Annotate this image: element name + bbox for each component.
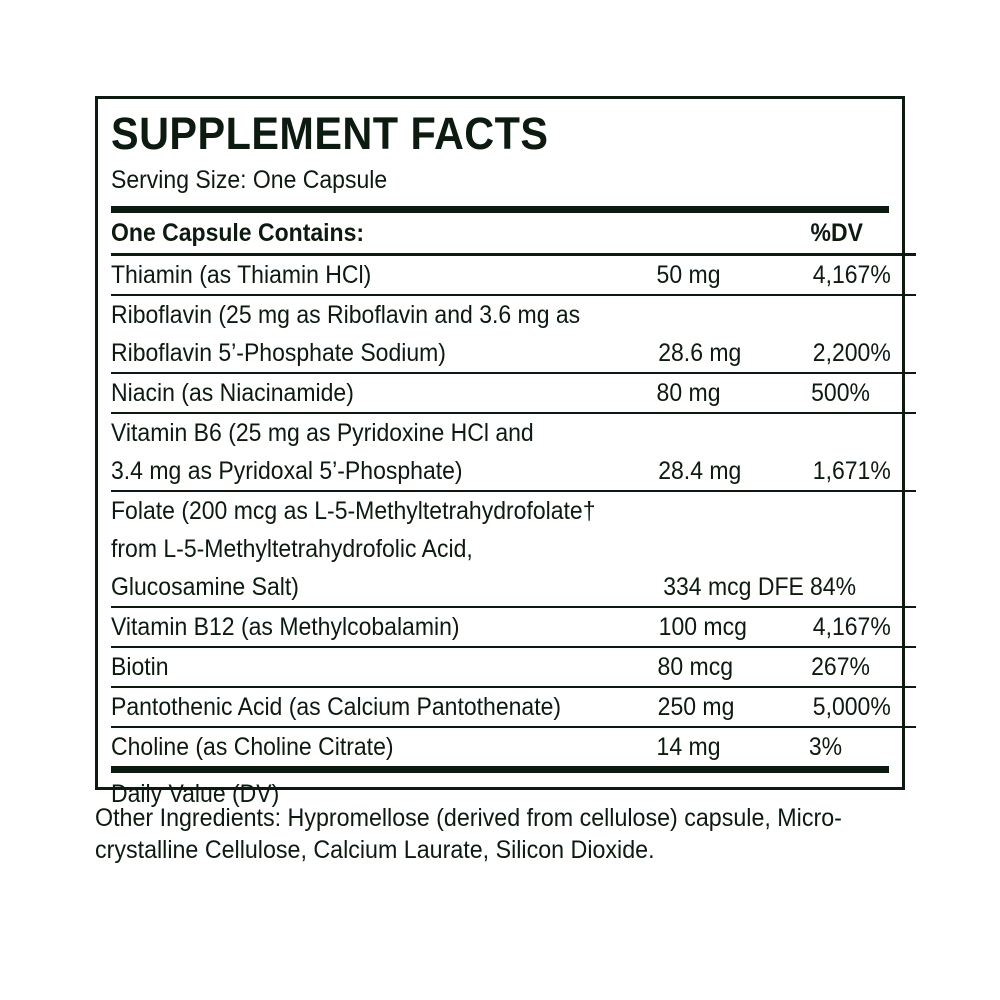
row-separator bbox=[111, 726, 916, 728]
nutrient-dv: 3% bbox=[808, 733, 843, 761]
column-header-amount bbox=[651, 213, 806, 253]
nutrient-name: Vitamin B12 (as Methylcobalamin) bbox=[111, 613, 460, 641]
nutrient-name: Niacin (as Niacinamide) bbox=[111, 379, 354, 407]
row-separator bbox=[111, 294, 916, 296]
nutrient-dv: 1,671% bbox=[812, 457, 891, 485]
nutrient-dv: 4,167% bbox=[812, 261, 891, 289]
nutrient-amount: 50 mg bbox=[656, 261, 721, 289]
row-separator bbox=[111, 606, 916, 608]
table-row: Thiamin (as Thiamin HCl) 50 mg 4,167% bbox=[111, 256, 916, 294]
nutrient-name: Pantothenic Acid (as Calcium Pantothenat… bbox=[111, 693, 562, 721]
nutrient-amount-empty bbox=[651, 530, 806, 568]
nutrient-dv-empty bbox=[806, 530, 916, 568]
nutrient-name: Folate (200 mcg as L-5-Methyltetrahydrof… bbox=[111, 497, 596, 525]
nutrient-name: Choline (as Choline Citrate) bbox=[111, 733, 394, 761]
nutrient-dv-empty bbox=[806, 492, 916, 530]
nutrient-amount-empty bbox=[651, 414, 806, 452]
other-ingredients-block: Other Ingredients: Hypromellose (derived… bbox=[95, 802, 907, 866]
supplement-facts-panel: SUPPLEMENT FACTS Serving Size: One Capsu… bbox=[95, 96, 916, 808]
table-row-continuation: 3.4 mg as Pyridoxal 5’-Phosphate) 28.4 m… bbox=[111, 452, 916, 490]
footer-thick-rule bbox=[111, 766, 889, 773]
footnote-row: Daily Value (DV) bbox=[111, 773, 889, 815]
nutrient-amount: 28.4 mg bbox=[658, 457, 742, 485]
daily-value-footnote: Daily Value (DV) bbox=[111, 780, 280, 808]
nutrient-dv: 84% bbox=[810, 573, 857, 601]
nutrient-amount: 100 mcg bbox=[658, 613, 747, 641]
heading-thick-rule bbox=[111, 206, 889, 213]
row-separator bbox=[111, 686, 916, 688]
table-row: Vitamin B6 (25 mg as Pyridoxine HCl and bbox=[111, 414, 916, 452]
nutrient-name-continued: Riboflavin 5’-Phosphate Sodium) bbox=[111, 339, 446, 367]
table-row-continuation: from L-5-Methyltetrahydrofolic Acid, bbox=[111, 530, 916, 568]
nutrient-amount-empty bbox=[651, 296, 806, 334]
nutrient-table: One Capsule Contains: %DV Thiamin (as Th… bbox=[111, 213, 916, 766]
nutrient-name: Vitamin B6 (25 mg as Pyridoxine HCl and bbox=[111, 419, 534, 447]
nutrient-dv: 4,167% bbox=[812, 613, 891, 641]
nutrient-name-continued: Glucosamine Salt) bbox=[111, 573, 299, 601]
nutrient-dv: 267% bbox=[811, 653, 870, 681]
nutrient-amount: 80 mg bbox=[656, 379, 721, 407]
column-header-name: One Capsule Contains: bbox=[111, 219, 365, 247]
nutrient-dv-empty bbox=[806, 296, 916, 334]
table-row: Pantothenic Acid (as Calcium Pantothenat… bbox=[111, 688, 916, 726]
row-separator bbox=[111, 490, 916, 492]
table-row: Folate (200 mcg as L-5-Methyltetrahydrof… bbox=[111, 492, 916, 530]
row-separator bbox=[111, 412, 916, 414]
other-ingredients-line-2: crystalline Cellulose, Calcium Laurate, … bbox=[95, 836, 655, 864]
row-separator bbox=[111, 372, 916, 374]
footnote-table: Daily Value (DV) bbox=[111, 773, 889, 815]
row-separator bbox=[111, 253, 916, 256]
table-row: Vitamin B12 (as Methylcobalamin) 100 mcg… bbox=[111, 608, 916, 646]
table-row: Choline (as Choline Citrate) 14 mg 3% bbox=[111, 728, 916, 766]
nutrient-amount: 250 mg bbox=[657, 693, 735, 721]
nutrient-dv: 500% bbox=[811, 379, 870, 407]
table-row-continuation: Glucosamine Salt) 334 mcg DFE 84% bbox=[111, 568, 916, 606]
nutrient-amount: 14 mg bbox=[656, 733, 721, 761]
panel-title: SUPPLEMENT FACTS bbox=[111, 108, 549, 159]
nutrient-name: Biotin bbox=[111, 653, 169, 681]
serving-size-text: Serving Size: One Capsule bbox=[111, 166, 388, 194]
table-row-continuation: Riboflavin 5’-Phosphate Sodium) 28.6 mg … bbox=[111, 334, 916, 372]
nutrient-name-continued: from L-5-Methyltetrahydrofolic Acid, bbox=[111, 535, 473, 563]
nutrient-dv: 2,200% bbox=[812, 339, 891, 367]
nutrient-amount: 334 mcg DFE bbox=[663, 573, 804, 601]
other-ingredients-line-1: Other Ingredients: Hypromellose (derived… bbox=[95, 804, 842, 832]
nutrient-name-continued: 3.4 mg as Pyridoxal 5’-Phosphate) bbox=[111, 457, 463, 485]
table-row: Riboflavin (25 mg as Riboflavin and 3.6 … bbox=[111, 296, 916, 334]
table-header-row: One Capsule Contains: %DV bbox=[111, 213, 916, 253]
nutrient-dv: 5,000% bbox=[812, 693, 891, 721]
nutrient-amount: 80 mcg bbox=[657, 653, 733, 681]
table-row: Niacin (as Niacinamide) 80 mg 500% bbox=[111, 374, 916, 412]
nutrient-name: Thiamin (as Thiamin HCl) bbox=[111, 261, 372, 289]
column-header-dv: %DV bbox=[810, 219, 863, 247]
nutrient-amount: 28.6 mg bbox=[658, 339, 742, 367]
nutrient-dv-empty bbox=[806, 414, 916, 452]
row-separator bbox=[111, 646, 916, 648]
nutrient-name: Riboflavin (25 mg as Riboflavin and 3.6 … bbox=[111, 301, 581, 329]
nutrient-amount-empty bbox=[651, 492, 806, 530]
table-row: Biotin 80 mcg 267% bbox=[111, 648, 916, 686]
